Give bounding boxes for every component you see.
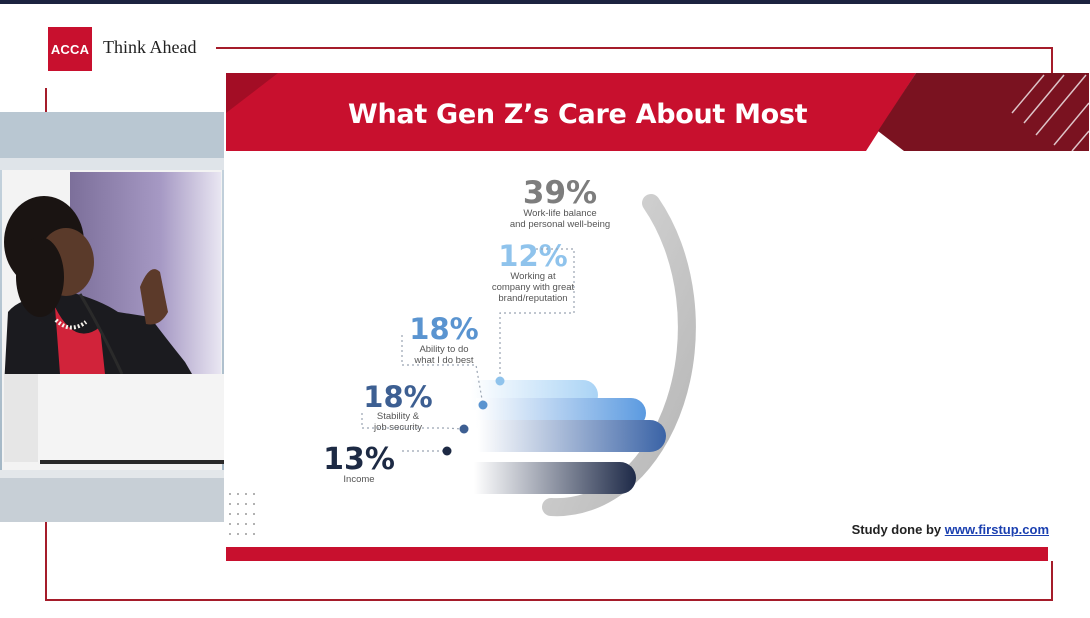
chart-category-label-2-0: Ability to do bbox=[419, 344, 468, 355]
chart-connector-1 bbox=[401, 335, 484, 406]
chart-band-4 bbox=[474, 462, 636, 494]
dot-grid-decoration bbox=[229, 493, 255, 535]
chart-value-label-1: 12% bbox=[498, 239, 567, 273]
credit-prefix: Study done by bbox=[851, 522, 942, 537]
chart-category-label-1-2: brand/reputation bbox=[498, 293, 567, 304]
chart-connector-2 bbox=[361, 413, 463, 430]
frame-line-bottom bbox=[46, 599, 1053, 601]
speaker-video-image bbox=[0, 112, 224, 522]
top-strip bbox=[0, 0, 1090, 4]
study-credit: Study done by www.firstup.com bbox=[852, 522, 1049, 537]
chart-arc-0 bbox=[542, 194, 696, 517]
tagline: Think Ahead bbox=[103, 37, 197, 57]
frame-line-top bbox=[216, 47, 1052, 49]
chart-connector-dot-2 bbox=[459, 424, 469, 434]
chart-category-label-1-0: Working at bbox=[510, 271, 556, 282]
chart-value-label-0: 39% bbox=[523, 175, 597, 211]
chart-category-label-3-0: Stability & bbox=[377, 411, 420, 422]
slide-bottom-bar bbox=[226, 547, 1048, 561]
chart-category-label-0-1: and personal well-being bbox=[510, 219, 610, 230]
chart-connector-dot-0 bbox=[495, 376, 505, 386]
chart-value-label-4: 13% bbox=[323, 442, 395, 477]
chart-category-label-4-0: Income bbox=[343, 474, 374, 485]
chart-band-3 bbox=[478, 420, 666, 452]
chart-category-label-1-1: company with great bbox=[492, 282, 575, 293]
chart-connector-dot-3 bbox=[442, 446, 452, 456]
chart-connector-0 bbox=[499, 248, 575, 381]
presentation-slide: What Gen Z’s Care About Most 39% Work-lif… bbox=[226, 73, 1089, 561]
title-banner bbox=[226, 73, 1089, 152]
firstup-link[interactable]: www.firstup.com bbox=[944, 522, 1049, 537]
acca-logo: ACCA bbox=[48, 27, 92, 71]
speaker-video bbox=[0, 112, 224, 522]
chart-value-label-2: 18% bbox=[409, 312, 478, 346]
chart-category-label-2-1: what I do best bbox=[413, 355, 474, 366]
chart-connector-dot-1 bbox=[478, 400, 488, 410]
chart-category-label-0-0: Work-life balance bbox=[523, 208, 596, 219]
chart-value-label-3: 18% bbox=[363, 380, 432, 414]
slide-title: What Gen Z’s Care About Most bbox=[348, 99, 808, 130]
